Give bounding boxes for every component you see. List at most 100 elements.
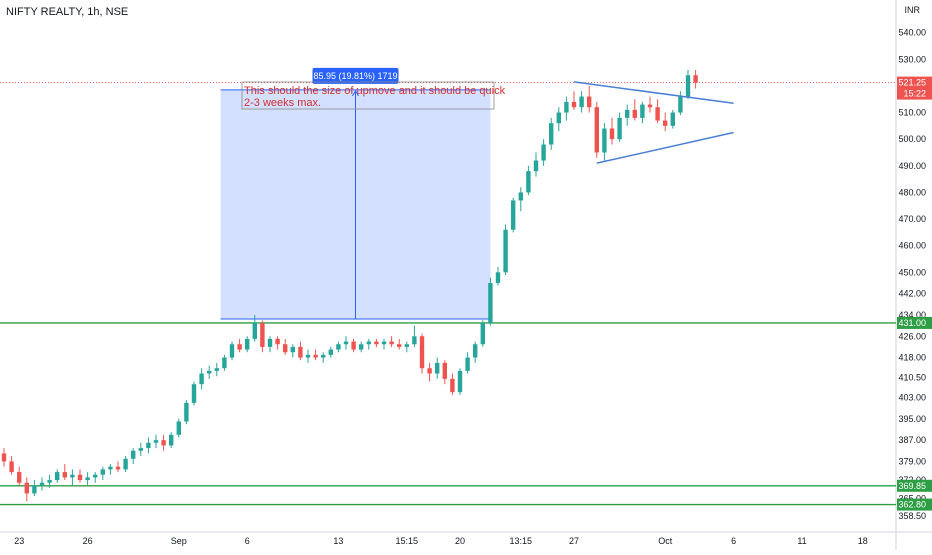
candle-body[interactable] (503, 229, 508, 273)
note-text-line-1: This should the size of upmove and it sh… (244, 85, 506, 97)
candle-body[interactable] (473, 344, 478, 358)
lower-trendline[interactable] (596, 131, 734, 164)
candle-body[interactable] (511, 200, 516, 230)
candle-body[interactable] (343, 341, 349, 345)
candle-body[interactable] (404, 344, 409, 347)
candle-body[interactable] (153, 440, 159, 443)
candle-body[interactable] (260, 322, 265, 347)
candle-body[interactable] (480, 322, 485, 345)
candle-body[interactable] (305, 354, 311, 358)
candle-body[interactable] (609, 128, 615, 140)
candle-body[interactable] (366, 341, 371, 345)
candle-body[interactable] (267, 338, 273, 347)
candle-body[interactable] (108, 466, 113, 470)
candle-body[interactable] (77, 474, 83, 481)
candle-body[interactable] (222, 357, 227, 369)
candle-body[interactable] (237, 344, 242, 350)
candle-body[interactable] (207, 370, 212, 374)
candle-body[interactable] (85, 477, 90, 481)
candle-body[interactable] (161, 440, 166, 446)
candle-body[interactable] (70, 474, 75, 478)
candle-body[interactable] (131, 450, 136, 459)
candle-body[interactable] (298, 346, 303, 358)
candle-body[interactable] (359, 344, 364, 350)
upper-trendline[interactable] (573, 81, 734, 104)
candle-body[interactable] (518, 192, 523, 201)
candle-body[interactable] (419, 336, 425, 369)
candle-body[interactable] (457, 370, 463, 393)
candle-body[interactable] (655, 107, 660, 121)
candle-body[interactable] (336, 344, 341, 350)
candle-body[interactable] (245, 338, 250, 350)
candle-body[interactable] (138, 448, 143, 451)
candle-body[interactable] (229, 344, 235, 358)
candle-body[interactable] (184, 402, 189, 422)
candle-body[interactable] (533, 160, 539, 172)
candle-body[interactable] (617, 117, 622, 140)
candle-body[interactable] (123, 458, 128, 470)
candle-body[interactable] (1, 453, 7, 462)
candle-body[interactable] (115, 466, 121, 470)
candle-body[interactable] (55, 472, 60, 481)
candle-body[interactable] (47, 480, 52, 483)
candle-body[interactable] (693, 75, 698, 83)
candle-body[interactable] (252, 322, 257, 339)
candle-body[interactable] (351, 341, 356, 350)
candle-body[interactable] (549, 123, 554, 145)
candle-body[interactable] (579, 96, 584, 108)
candle-body[interactable] (374, 341, 379, 345)
candle-body[interactable] (647, 104, 653, 108)
candle-body[interactable] (488, 282, 493, 323)
candle-body[interactable] (571, 101, 577, 108)
candle-body[interactable] (24, 482, 29, 494)
candle-body[interactable] (214, 368, 219, 371)
candle-body[interactable] (313, 354, 318, 358)
candle-body[interactable] (640, 104, 645, 118)
candle-body[interactable] (199, 373, 204, 385)
candle-body[interactable] (450, 378, 455, 393)
candle-body[interactable] (32, 485, 37, 494)
candle-body[interactable] (625, 109, 630, 118)
candle-body[interactable] (587, 96, 592, 108)
candle-body[interactable] (9, 461, 14, 473)
candle-body[interactable] (381, 341, 387, 345)
candle-body[interactable] (169, 434, 174, 446)
x-tick-label: 23 (14, 536, 24, 546)
candle-body[interactable] (663, 120, 668, 126)
candle-body[interactable] (389, 341, 394, 345)
candle-body[interactable] (632, 109, 637, 118)
candle-body[interactable] (397, 344, 402, 347)
candle-body[interactable] (685, 75, 691, 97)
level-price-label: 362.80 (898, 500, 926, 510)
candle-body[interactable] (594, 107, 599, 153)
candle-body[interactable] (321, 354, 326, 358)
candle-body[interactable] (495, 272, 501, 283)
candle-body[interactable] (556, 112, 561, 124)
candle-body[interactable] (442, 362, 447, 379)
candle-body[interactable] (412, 336, 417, 345)
candle-body[interactable] (465, 357, 470, 371)
candle-body[interactable] (17, 472, 22, 483)
candle-body[interactable] (435, 362, 440, 374)
candle-body[interactable] (100, 469, 105, 475)
candle-body[interactable] (564, 101, 569, 113)
candle-body[interactable] (176, 421, 181, 435)
candle-body[interactable] (191, 384, 197, 403)
candle-body[interactable] (328, 349, 333, 355)
candle-body[interactable] (670, 112, 675, 126)
candle-body[interactable] (290, 346, 295, 353)
candle-body[interactable] (62, 472, 67, 478)
candle-body[interactable] (526, 171, 531, 193)
candle-body[interactable] (283, 344, 288, 353)
candle-body[interactable] (602, 128, 607, 153)
candle-body[interactable] (93, 474, 98, 478)
candle-body[interactable] (678, 96, 683, 113)
note-box[interactable] (241, 81, 495, 110)
candle-body[interactable] (39, 482, 45, 486)
candle-body[interactable] (146, 442, 151, 449)
candle-body[interactable] (275, 338, 280, 345)
candle-body[interactable] (427, 368, 432, 374)
candle-body[interactable] (541, 144, 546, 161)
